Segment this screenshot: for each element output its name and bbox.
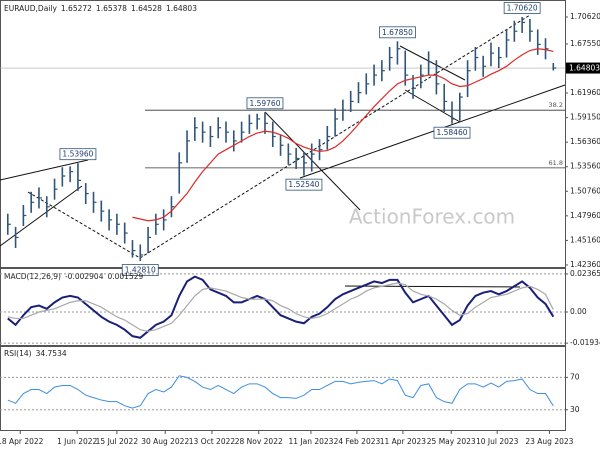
rsi-panel [0, 346, 566, 431]
annotation-box [59, 148, 97, 161]
y-tick-label: 1.50760 [570, 186, 600, 195]
y-tick-label: 1.67550 [570, 39, 600, 48]
annotation-box [246, 97, 284, 110]
y-tick-label: 1.56360 [570, 137, 600, 146]
header-value: -0.002904 [65, 272, 104, 281]
trend-line [344, 285, 521, 288]
panel-header: RSI(14) 34.7534 [4, 349, 67, 358]
trend-line [299, 84, 566, 179]
price-annotation: 1.70620 [503, 2, 541, 14]
annotation-label: 1.52540 [288, 180, 319, 189]
annotation-box [285, 178, 323, 191]
annotation-box [379, 26, 416, 39]
x-tick-label: 15 Jul 2022 [96, 437, 139, 446]
y-tick-label: 1.47960 [570, 211, 600, 220]
y-tick-label: 1.45160 [570, 235, 600, 244]
price-annotation: 1.52540 [285, 178, 323, 191]
x-tick-label: 18 Apr 2022 [0, 437, 44, 446]
trend-line [399, 45, 466, 81]
price-annotation: 1.42810 [121, 264, 159, 276]
y-tick-label: 1.70620 [570, 12, 600, 21]
trend-line [139, 14, 531, 259]
annotation-label: 1.70620 [507, 4, 538, 13]
panel-title: MACD(12,26,9) [4, 272, 61, 281]
annotation-box [433, 126, 471, 139]
trend-line [0, 185, 83, 247]
y-tick-label: 30 [570, 405, 580, 414]
panel-title: RSI(14) [4, 349, 32, 358]
moving-average [132, 48, 554, 222]
y-tick-label: 70 [570, 372, 580, 381]
x-tick-label: 28 Nov 2022 [235, 437, 283, 446]
x-tick-label: 25 May 2023 [427, 437, 476, 446]
y-tick-label: 0.00 [570, 307, 587, 316]
annotation-label: 1.58460 [436, 128, 467, 137]
watermark: ActionForex.com [349, 205, 515, 229]
last-price-label: 1.64803 [569, 64, 600, 73]
last-price-box [566, 62, 600, 74]
x-tick-label: 11 Jan 2023 [288, 437, 333, 446]
price-annotation: 1.59760 [246, 97, 284, 110]
header-value: 0.001529 [107, 272, 143, 281]
price-annotation: 1.53960 [59, 148, 97, 161]
annotation-label: 1.59760 [249, 99, 280, 108]
trend-lines [0, 14, 566, 288]
x-tick-label: 30 Aug 2022 [141, 437, 189, 446]
y-tick-label: 1.61960 [570, 88, 600, 97]
indicator-line [7, 275, 555, 339]
x-tick-label: 10 Jul 2023 [476, 437, 519, 446]
indicator-line [7, 282, 554, 332]
price-annotation: 1.67850 [379, 26, 416, 39]
price-annotation: 1.58460 [433, 126, 471, 139]
y-tick-label: -0.019343 [570, 338, 600, 347]
x-tick-label: 13 Oct 2022 [189, 437, 236, 446]
trend-line [27, 191, 141, 259]
fib-label: 61.8 [549, 159, 563, 167]
header-value: 1.65378 [96, 4, 127, 13]
macd-panel [0, 268, 566, 346]
price-panel [0, 0, 566, 268]
header-value: 1.64528 [131, 4, 162, 13]
y-tick-label: 1.59150 [570, 113, 600, 122]
annotation-label: 1.42810 [125, 266, 156, 275]
panel-header: EURAUD,Daily 1.65272 1.65378 1.64528 1.64803 [4, 4, 197, 13]
x-tick-label: 23 Aug 2023 [525, 437, 573, 446]
x-tick-label: 1 Jun 2022 [57, 437, 98, 446]
header-value: 1.64803 [166, 4, 197, 13]
rsi-line [7, 375, 554, 409]
x-tick-label: 11 Apr 2023 [380, 437, 427, 446]
y-tick-label: 0.023659 [570, 269, 600, 278]
panel-title: EURAUD,Daily [4, 4, 57, 13]
trend-line [0, 159, 89, 181]
annotation-box [121, 264, 159, 276]
header-value: 34.7534 [36, 349, 67, 358]
fib-label: 38.2 [549, 101, 563, 109]
panel-header: MACD(12,26,9) -0.002904 0.001529 [4, 272, 143, 281]
annotation-box [503, 2, 541, 14]
y-tick-label: 1.42360 [570, 260, 600, 269]
annotation-label: 1.67850 [382, 28, 413, 37]
trend-line [404, 89, 461, 123]
annotation-label: 1.53960 [62, 150, 93, 159]
x-tick-label: 24 Feb 2023 [334, 437, 381, 446]
y-tick-label: 1.53560 [570, 162, 600, 171]
header-value: 1.65272 [61, 4, 92, 13]
